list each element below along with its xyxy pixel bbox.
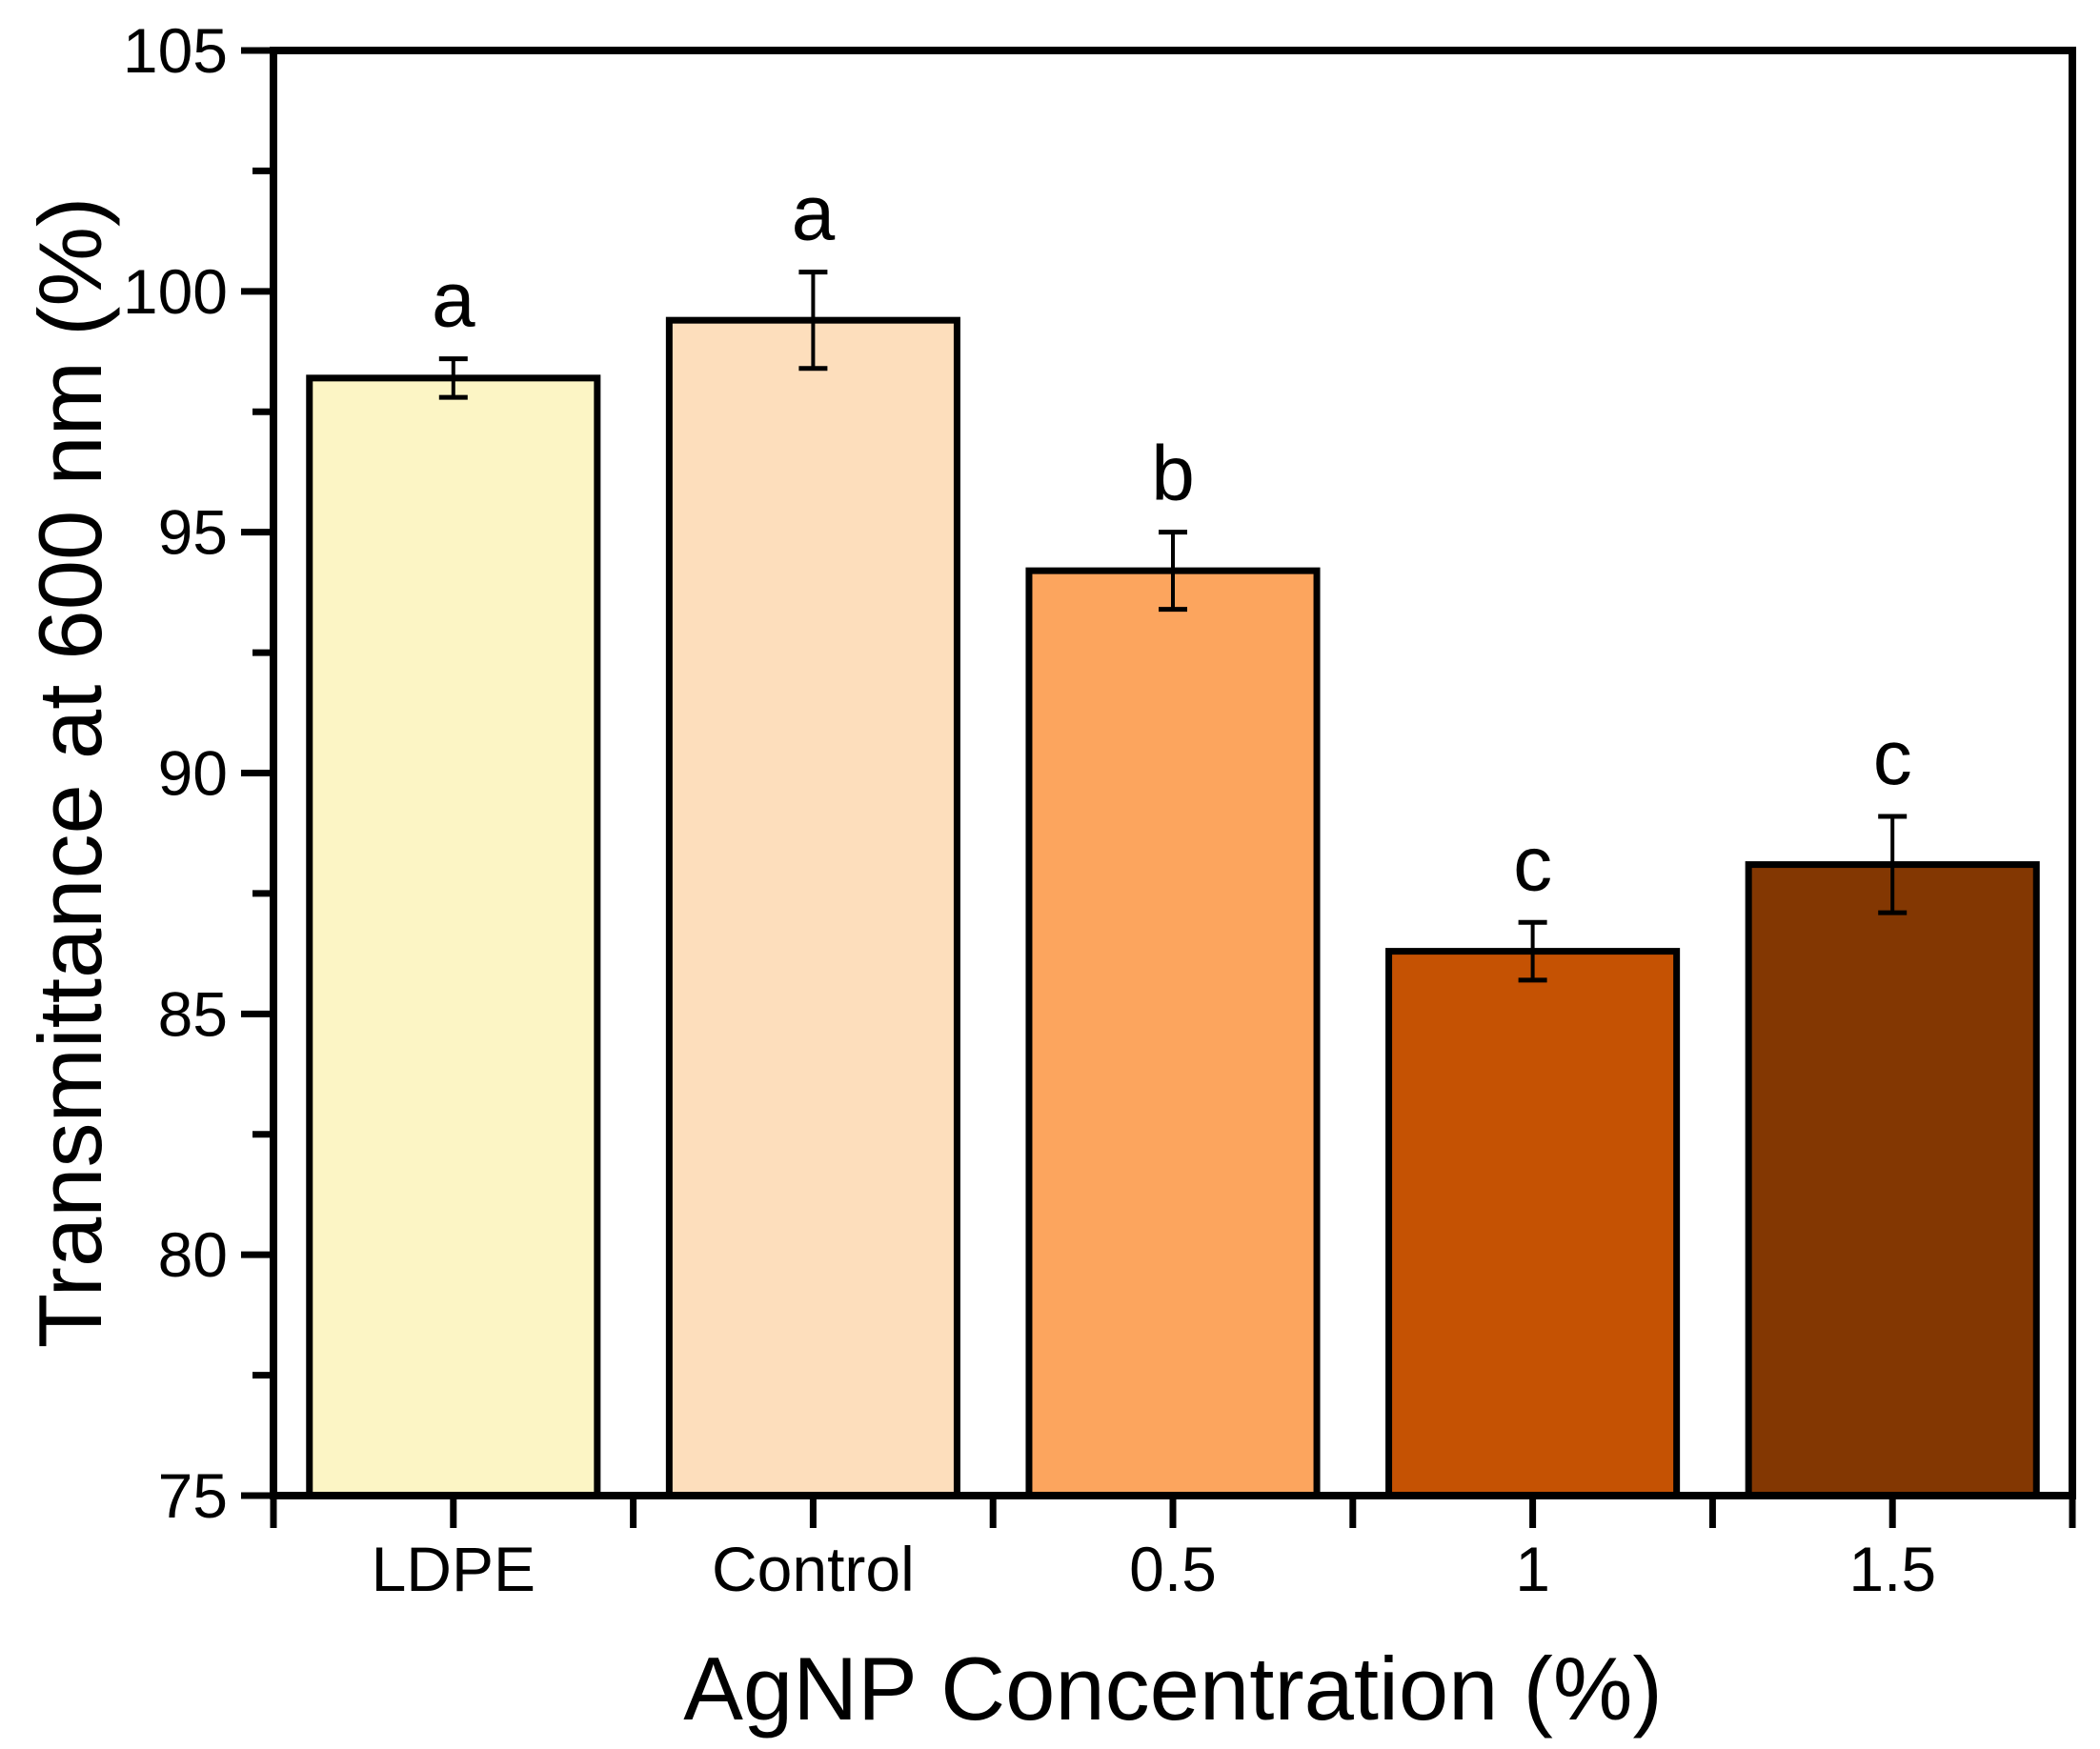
y-tick-label-105: 105: [123, 15, 228, 86]
x-category-label-control: Control: [712, 1534, 915, 1604]
significance-letters-group: a a b c c: [432, 171, 1912, 908]
bar-1-5: [1745, 861, 2040, 1499]
x-category-label-ldpe: LDPE: [372, 1534, 535, 1604]
y-axis-title: Transmittance at 600 nm (%): [20, 197, 120, 1349]
y-tick-label-90: 90: [158, 738, 228, 809]
bar-0-5: [1025, 567, 1321, 1499]
y-tick-label-75: 75: [158, 1460, 228, 1531]
error-bars-group: [438, 270, 1908, 983]
significance-letter-0-5: b: [1151, 431, 1195, 517]
x-axis-tick-labels: LDPE Control 0.5 1 1.5: [372, 1534, 1936, 1604]
x-axis-title: AgNP Concentration (%): [683, 1638, 1663, 1739]
bar-1: [1385, 948, 1681, 1499]
x-axis-ticks: [270, 1496, 2076, 1528]
x-category-label-1: 1: [1515, 1534, 1550, 1604]
y-tick-label-85: 85: [158, 978, 228, 1049]
significance-letter-1-5: c: [1873, 714, 1912, 801]
y-axis-ticks: [241, 47, 273, 1499]
significance-letter-ldpe: a: [432, 257, 475, 344]
bar-control: [665, 316, 960, 1499]
significance-letter-control: a: [792, 171, 836, 257]
bar-ldpe: [306, 374, 601, 1499]
y-axis-tick-labels: 75 80 85 90 95 100 105: [123, 15, 228, 1531]
y-tick-label-100: 100: [123, 256, 228, 327]
significance-letter-1: c: [1513, 820, 1552, 907]
x-category-label-1-5: 1.5: [1848, 1534, 1936, 1604]
y-tick-label-95: 95: [158, 497, 228, 568]
y-tick-label-80: 80: [158, 1219, 228, 1290]
x-category-label-0-5: 0.5: [1129, 1534, 1217, 1604]
